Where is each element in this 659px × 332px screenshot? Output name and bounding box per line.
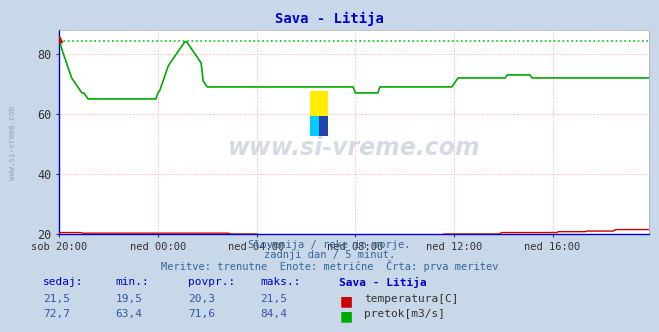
Text: 21,5: 21,5: [43, 294, 70, 304]
Text: ■: ■: [339, 309, 353, 323]
Text: povpr.:: povpr.:: [188, 277, 235, 287]
Text: zadnji dan / 5 minut.: zadnji dan / 5 minut.: [264, 250, 395, 260]
Text: temperatura[C]: temperatura[C]: [364, 294, 459, 304]
Text: maks.:: maks.:: [260, 277, 301, 287]
Text: Slovenija / reke in morje.: Slovenija / reke in morje.: [248, 240, 411, 250]
Text: 63,4: 63,4: [115, 309, 142, 319]
Text: 20,3: 20,3: [188, 294, 215, 304]
Text: 84,4: 84,4: [260, 309, 287, 319]
FancyBboxPatch shape: [310, 91, 328, 116]
Text: min.:: min.:: [115, 277, 149, 287]
Text: ■: ■: [339, 294, 353, 308]
Text: Meritve: trenutne  Enote: metrične  Črta: prva meritev: Meritve: trenutne Enote: metrične Črta: …: [161, 260, 498, 272]
Text: www.si-vreme.com: www.si-vreme.com: [8, 106, 17, 180]
Text: 21,5: 21,5: [260, 294, 287, 304]
Text: 19,5: 19,5: [115, 294, 142, 304]
FancyBboxPatch shape: [319, 116, 328, 136]
Text: Sava - Litija: Sava - Litija: [339, 277, 427, 288]
Text: 71,6: 71,6: [188, 309, 215, 319]
FancyBboxPatch shape: [310, 116, 319, 136]
Text: www.si-vreme.com: www.si-vreme.com: [228, 136, 480, 160]
Text: sedaj:: sedaj:: [43, 277, 83, 287]
Text: pretok[m3/s]: pretok[m3/s]: [364, 309, 445, 319]
Text: 72,7: 72,7: [43, 309, 70, 319]
Text: Sava - Litija: Sava - Litija: [275, 12, 384, 26]
